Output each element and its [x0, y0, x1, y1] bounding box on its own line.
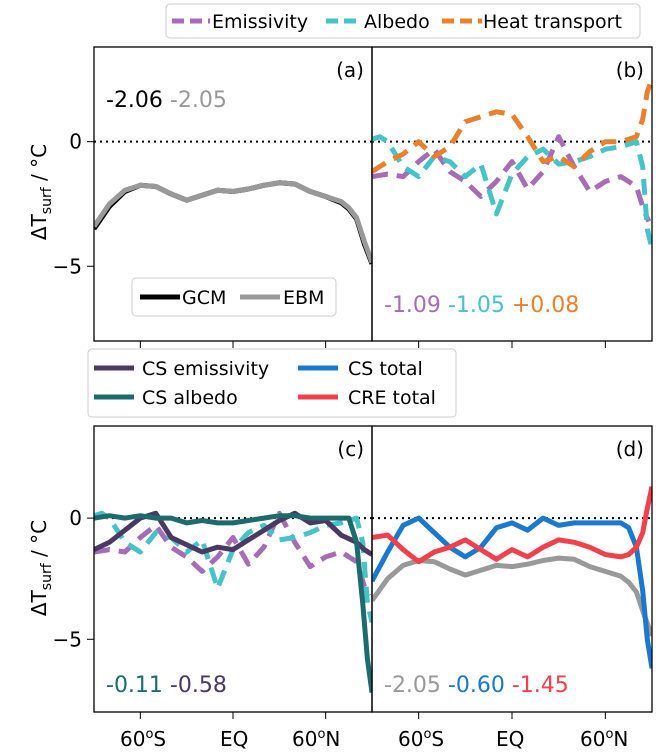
global-mean-value: -2.05 [384, 673, 441, 698]
global-mean-value: -1.45 [505, 673, 569, 698]
global-mean-value: -0.11 [106, 673, 163, 698]
panel-b: (b) -1.09 -1.05 +0.08 [371, 46, 653, 348]
global-mean-values: -2.06 -2.05 [106, 88, 227, 113]
panel-label: (d) [616, 437, 644, 461]
legend-label-cs-emissivity: CS emissivity [142, 358, 269, 380]
global-mean-value: -0.58 [163, 673, 227, 698]
global-mean-value: -2.05 [163, 88, 227, 113]
global-mean-values: -0.11 -0.58 [106, 673, 227, 698]
series-line-ebm [94, 180, 372, 264]
panel-label: (b) [616, 58, 644, 82]
x-tick-label: 60oS [120, 727, 166, 751]
panel-frame [93, 425, 373, 713]
top-legend: Emissivity Albedo Heat transport [165, 3, 641, 39]
legend-label-cs-total: CS total [348, 358, 423, 380]
series-line-ebm [372, 555, 652, 637]
series-line-albedo [94, 510, 372, 623]
middle-legend: CS emissivity CS albedo CS total CRE tot… [87, 348, 457, 418]
series-line-heat-transport [372, 78, 652, 174]
global-mean-values: -1.09 -1.05 +0.08 [384, 293, 579, 318]
x-tick-label: EQ [220, 727, 248, 751]
legend-label-emissivity: Emissivity [212, 11, 308, 33]
global-mean-value: -2.06 [106, 88, 163, 113]
y-axis-label-top: ΔTsurf / °C [27, 144, 55, 240]
panel-label: (c) [337, 437, 364, 461]
y-tick-label: −5 [53, 627, 82, 651]
legend-label-albedo: Albedo [364, 11, 430, 33]
global-mean-value: -1.05 [441, 293, 505, 318]
legend-label-cs-albedo: CS albedo [142, 387, 238, 409]
series-line-albedo [372, 134, 652, 250]
panels: 0 −5 (a) -2.06 -2.05 (b) -1.09 -1.05 +0.08 0 −5… [53, 46, 653, 719]
x-tick-labels: 60oS EQ 60oN 60oS EQ 60oN [120, 727, 628, 751]
x-tick-label: 60oS [398, 727, 444, 751]
legend-label-heat-transport: Heat transport [483, 11, 622, 33]
series-line-cs-total [372, 515, 652, 669]
panel-a-legend: GCM EBM [131, 277, 337, 317]
panel-label: (a) [336, 58, 364, 82]
global-mean-value: +0.08 [505, 293, 579, 318]
global-mean-value: -0.60 [441, 673, 505, 698]
y-axis-label-bottom: ΔTsurf / °C [27, 520, 55, 616]
x-tick-label: EQ [496, 727, 524, 751]
legend-label-gcm: GCM [182, 287, 226, 309]
top-legend-box [165, 3, 641, 39]
legend-label-ebm: EBM [283, 287, 324, 309]
series-line-cre-total [372, 486, 652, 565]
global-mean-values: -2.05 -0.60 -1.45 [384, 673, 569, 698]
x-tick-label: 60oN [292, 727, 340, 751]
panel-d: (d) -2.05 -0.60 -1.45 [371, 425, 653, 719]
global-mean-value: -1.09 [384, 293, 441, 318]
y-tick-label: 0 [69, 506, 82, 530]
y-tick-label: −5 [53, 254, 82, 278]
series-line-cs-albedo [94, 513, 372, 693]
series-line-gcm [94, 180, 372, 265]
panel-a-legend-box [131, 277, 337, 317]
panel-c: 0 −5 (c) -0.11 -0.58 [53, 425, 373, 719]
legend-label-cre-total: CRE total [348, 387, 436, 409]
series-line-emissivity [372, 134, 652, 223]
y-tick-label: 0 [69, 130, 82, 154]
x-tick-label: 60oN [580, 727, 628, 751]
middle-legend-box [87, 348, 457, 418]
series-line-emissivity [94, 510, 372, 597]
